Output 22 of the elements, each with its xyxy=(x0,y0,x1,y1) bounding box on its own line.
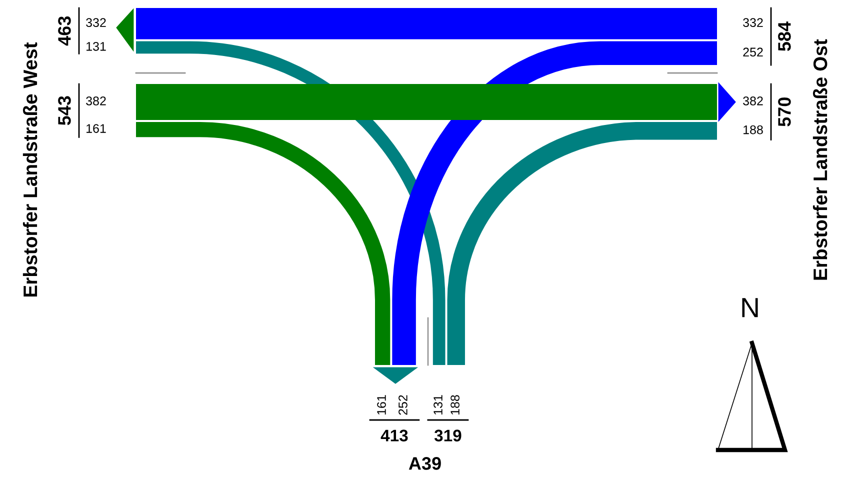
data-label: 252 xyxy=(398,395,408,415)
data-label: 131 xyxy=(86,42,106,51)
text: N xyxy=(742,298,758,318)
data-label: 332 xyxy=(86,18,106,27)
data-label: 161 xyxy=(86,124,106,133)
data-label: 332 xyxy=(743,18,763,27)
text: 570 xyxy=(778,98,791,126)
category-label: A39 xyxy=(408,457,441,470)
data-label: 382 xyxy=(743,96,763,106)
data-label: 252 xyxy=(743,48,763,57)
data-label: 188 xyxy=(744,125,763,134)
data-label: 188 xyxy=(450,395,460,414)
category-label: Erbstorfer Landstraße West xyxy=(22,42,38,297)
data-label: 382 xyxy=(86,96,106,106)
data-label: 161 xyxy=(377,395,386,414)
data-label: 131 xyxy=(434,395,442,414)
text: 463 xyxy=(58,16,71,46)
text: 584 xyxy=(778,22,791,52)
text: 319 xyxy=(434,430,462,442)
text: 413 xyxy=(380,430,408,442)
text: 543 xyxy=(58,96,71,126)
category-label: Erbstorfer Landstraße Ost xyxy=(812,39,828,280)
